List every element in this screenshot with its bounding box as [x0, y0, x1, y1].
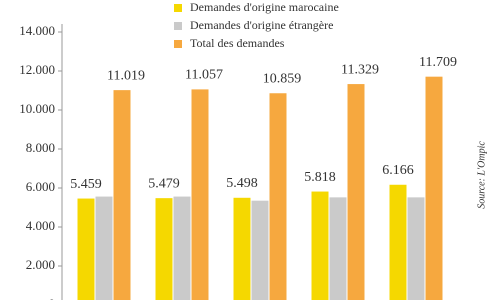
bar [173, 196, 191, 300]
bar [233, 197, 251, 300]
value-label: 5.459 [70, 177, 102, 192]
value-label: 11.709 [419, 55, 457, 70]
value-label: 11.329 [341, 62, 379, 77]
bar [347, 84, 365, 300]
bar [113, 90, 131, 300]
value-label: 11.057 [185, 68, 223, 83]
legend-text: Total des demandes [190, 36, 285, 50]
legend-swatch [174, 22, 182, 30]
value-label: 5.818 [304, 170, 336, 185]
legend-text: Demandes d'origine étrangère [190, 18, 333, 32]
bar [155, 198, 173, 300]
y-tick-label: 2.000 [26, 257, 55, 272]
legend-text: Demandes d'origine marocaine [190, 0, 339, 14]
y-tick-label: 12.000 [19, 62, 55, 77]
bar [425, 76, 443, 300]
legend-swatch [174, 40, 182, 48]
y-tick-label: 8.000 [26, 140, 55, 155]
value-label: 5.498 [226, 176, 258, 191]
y-tick-label: 6.000 [26, 179, 55, 194]
value-label: 10.859 [263, 71, 302, 86]
bar [407, 197, 425, 300]
bar [329, 197, 347, 300]
bar [191, 89, 209, 300]
bar [77, 198, 95, 300]
value-label: 11.019 [107, 68, 145, 83]
bar [389, 184, 407, 300]
y-tick-label: 14.000 [19, 23, 55, 38]
bar [269, 93, 287, 300]
y-tick-label: 4.000 [26, 218, 55, 233]
bar [95, 196, 113, 300]
legend-swatch [174, 4, 182, 12]
source: Source: L'Ompic [476, 141, 487, 209]
y-tick-label: 0 [49, 296, 56, 300]
y-tick-label: 10.000 [19, 101, 55, 116]
value-label: 6.166 [382, 163, 414, 178]
bar [251, 200, 269, 300]
bar [311, 191, 329, 300]
value-label: 5.479 [148, 176, 180, 191]
